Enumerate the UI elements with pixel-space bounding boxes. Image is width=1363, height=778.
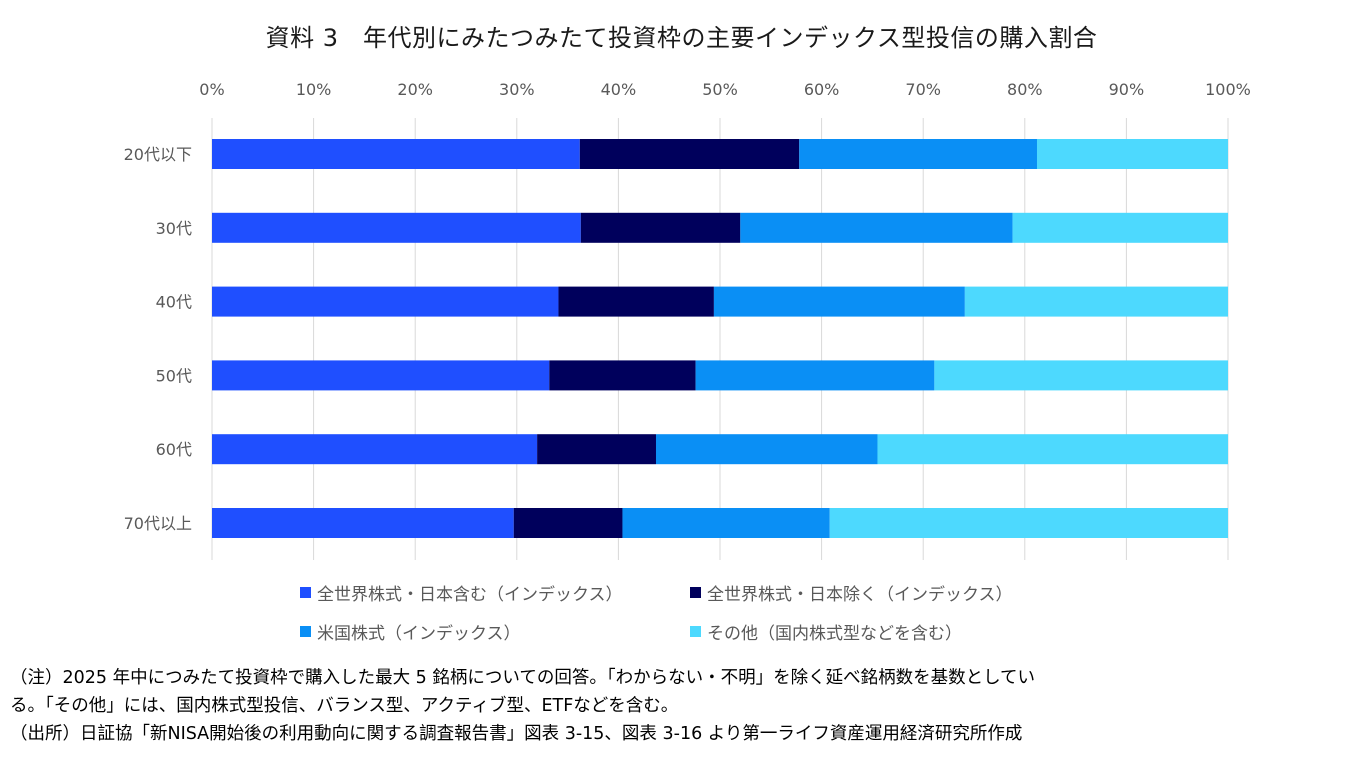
y-tick-label: 30代 — [156, 219, 192, 238]
bar-segment-series-4 — [1012, 212, 1228, 243]
legend-label-series-2: 全世界株式・日本除く（インデックス） — [707, 585, 1013, 605]
legend-item-series-1: 全世界株式・日本含む（インデックス） — [300, 580, 690, 605]
x-tick-label: 100% — [1205, 80, 1251, 99]
chart-notes: （注）2025 年中につみたて投資枠で購入した最大 5 銘柄についての回答。「わ… — [10, 664, 1355, 748]
bar-segment-series-3 — [655, 434, 878, 465]
note-line-2: る。「その他」には、国内株式型投信、バランス型、アクティブ型、ETFなどを含む。 — [10, 696, 679, 716]
y-tick-label: 40代 — [156, 293, 192, 312]
x-tick-label: 60% — [804, 80, 840, 99]
x-tick-label: 30% — [499, 80, 535, 99]
bar-segment-series-4 — [934, 360, 1228, 391]
chart-legend: 全世界株式・日本含む（インデックス） 全世界株式・日本除く（インデックス） 米国… — [300, 580, 1120, 644]
bar-segment-series-1 — [212, 434, 538, 465]
bar-segment-series-2 — [579, 139, 800, 169]
note-line-1: （注）2025 年中につみたて投資枠で購入した最大 5 銘柄についての回答。「わ… — [10, 668, 1036, 688]
y-tick-label: 50代 — [156, 366, 192, 385]
legend-swatch-series-2 — [690, 587, 701, 598]
bar-segment-series-3 — [799, 139, 1037, 169]
legend-label-series-1: 全世界株式・日本含む（インデックス） — [317, 585, 623, 605]
y-tick-label: 70代以上 — [124, 514, 192, 533]
bar-segment-series-1 — [212, 212, 581, 243]
y-tick-label: 20代以下 — [124, 145, 192, 164]
bar-segment-series-4 — [1036, 139, 1228, 169]
bar-segment-series-2 — [513, 508, 623, 538]
bar-segment-series-2 — [537, 434, 656, 465]
stacked-bar-chart: 0% 10% 20% 30% 40% 50% 60% 70% 80% 90% 100% 20代以下 30… — [124, 80, 1251, 560]
bar-segment-series-4 — [964, 286, 1228, 317]
x-tick-label: 90% — [1109, 80, 1145, 99]
bar-segment-series-1 — [212, 360, 550, 391]
x-tick-label: 40% — [601, 80, 637, 99]
x-tick-label: 20% — [397, 80, 433, 99]
legend-swatch-series-4 — [690, 626, 701, 637]
legend-swatch-series-1 — [300, 587, 311, 598]
legend-label-series-4: その他（国内株式型などを含む） — [707, 624, 962, 644]
bar-segment-series-4 — [877, 434, 1228, 465]
x-tick-label: 10% — [296, 80, 332, 99]
source-line: （出所）日証協「新NISA開始後の利用動向に関する調査報告書」図表 3-15、図… — [10, 724, 1023, 744]
x-tick-label: 0% — [199, 80, 224, 99]
legend-item-series-2: 全世界株式・日本除く（インデックス） — [690, 580, 1080, 605]
bar-segment-series-1 — [212, 508, 514, 538]
chart-title: 資料 3 年代別にみたつみたて投資枠の主要インデックス型投信の購入割合 — [265, 24, 1098, 52]
bar-segment-series-2 — [549, 360, 696, 391]
x-tick-label: 50% — [702, 80, 738, 99]
bar-segment-series-4 — [829, 508, 1228, 538]
legend-swatch-series-3 — [300, 626, 311, 637]
y-tick-label: 60代 — [156, 440, 192, 459]
bar-segment-series-3 — [740, 212, 1013, 243]
x-tick-label: 70% — [905, 80, 941, 99]
bar-segment-series-2 — [558, 286, 714, 317]
legend-label-series-3: 米国株式（インデックス） — [317, 624, 521, 644]
bar-segment-series-1 — [212, 286, 559, 317]
legend-item-series-3: 米国株式（インデックス） — [300, 619, 690, 644]
bar-segment-series-2 — [580, 212, 741, 243]
legend-item-series-4: その他（国内株式型などを含む） — [690, 619, 1080, 644]
bar-segment-series-3 — [713, 286, 965, 317]
bar-segment-series-3 — [622, 508, 830, 538]
bar-segment-series-3 — [695, 360, 935, 391]
bar-segment-series-1 — [212, 139, 580, 169]
x-tick-label: 80% — [1007, 80, 1043, 99]
